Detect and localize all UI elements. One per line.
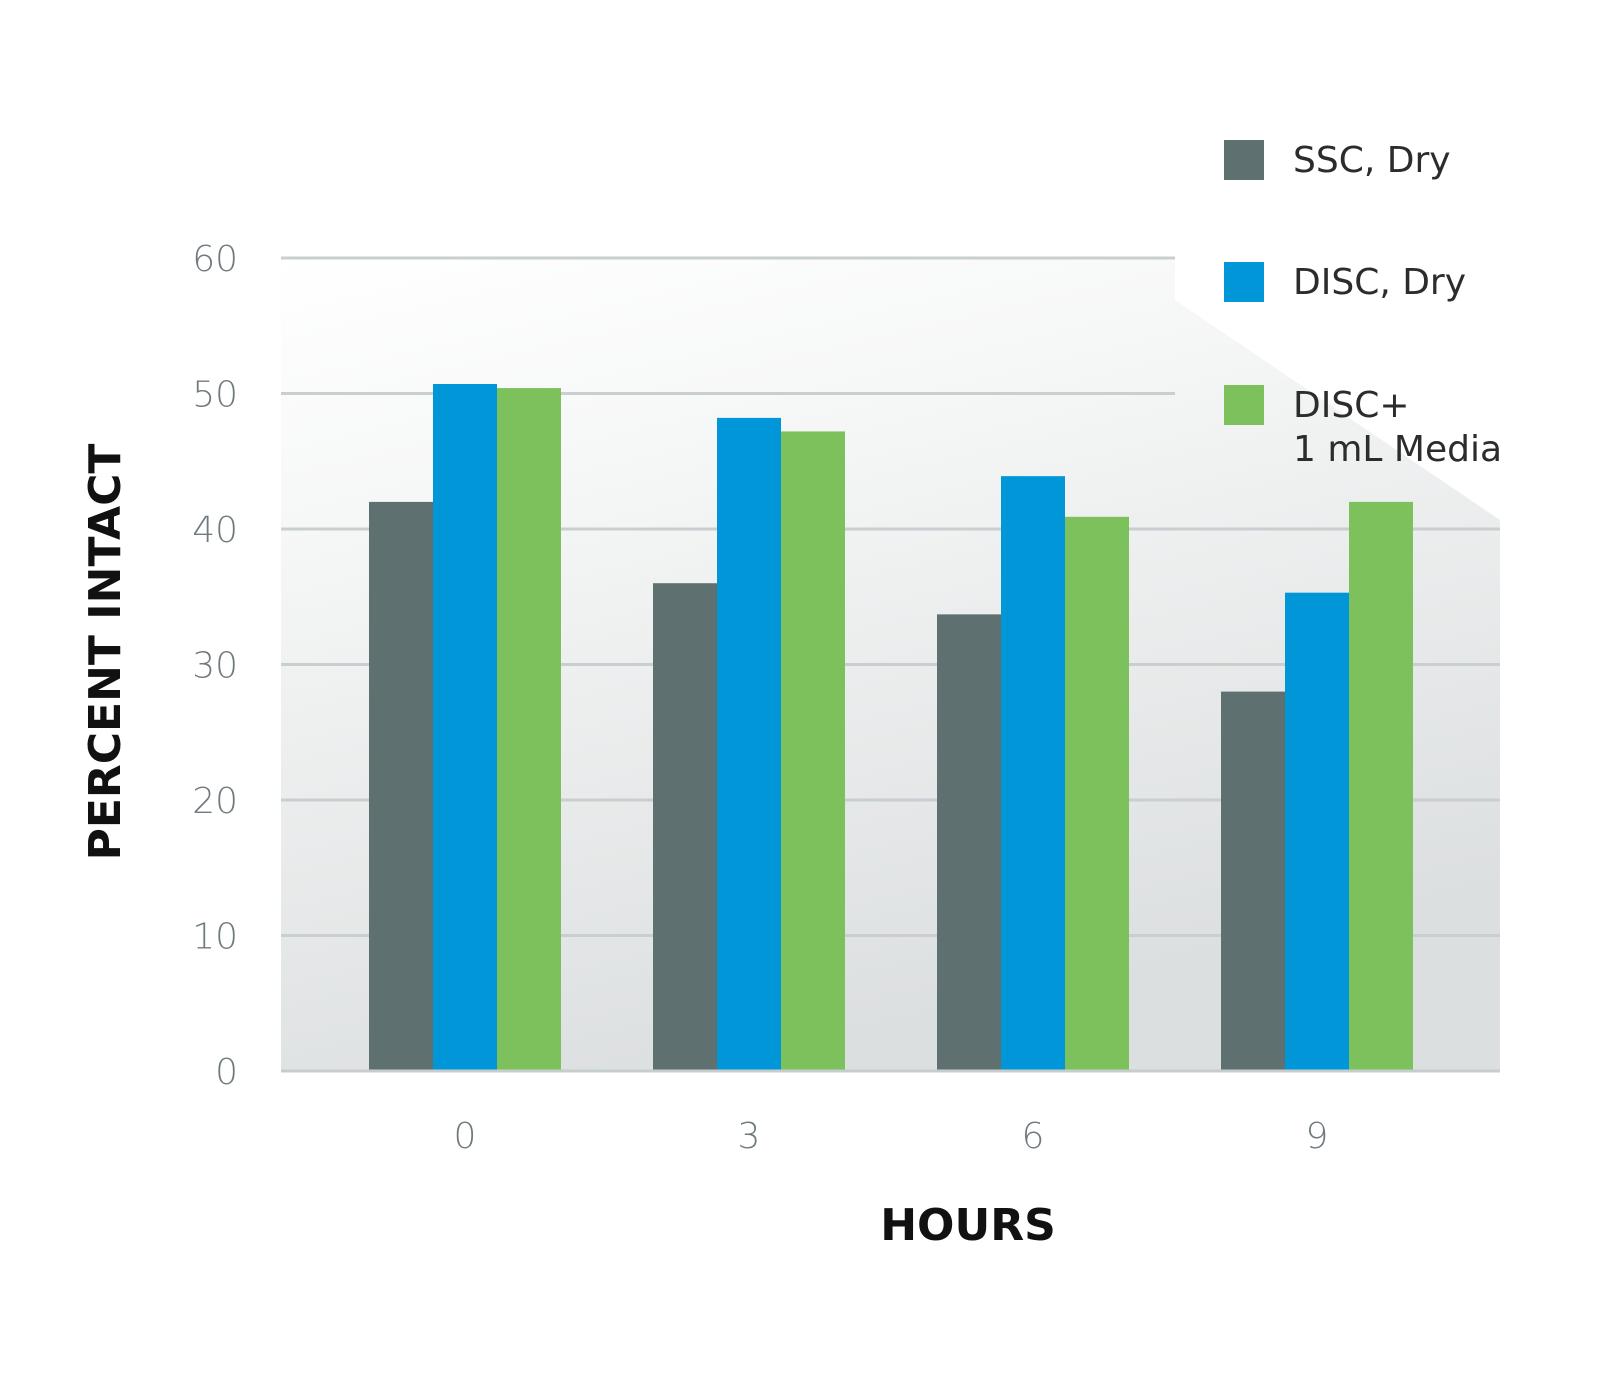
y-tick-label: 10 [192, 917, 238, 958]
legend-swatch [1224, 385, 1264, 425]
bar [1065, 516, 1129, 1071]
bar [433, 384, 497, 1071]
y-tick-label: 50 [192, 375, 238, 416]
legend-label: SSC, Dry [1293, 140, 1451, 181]
y-tick-label: 40 [192, 510, 238, 551]
y-tick-label: 0 [215, 1052, 238, 1093]
x-tick-label: 6 [1022, 1116, 1045, 1157]
x-tick-labels: 0 3 6 9 [454, 1116, 1329, 1157]
x-tick-label: 9 [1306, 1116, 1329, 1157]
y-tick-label: 20 [192, 781, 238, 822]
x-tick-label: 0 [454, 1116, 477, 1157]
bar [937, 614, 1001, 1071]
bar [717, 417, 781, 1071]
bar [1349, 501, 1413, 1071]
bar [1221, 691, 1285, 1071]
bar [1285, 592, 1349, 1071]
y-tick-labels: 0 10 20 30 40 50 60 [192, 239, 238, 1093]
bar [781, 431, 845, 1071]
y-tick-label: 60 [192, 239, 238, 280]
bars [369, 384, 1413, 1072]
x-axis-title: HOURS [880, 1200, 1056, 1251]
bar [1001, 476, 1065, 1071]
bar [369, 501, 433, 1071]
legend: SSC, Dry DISC, Dry DISC+1 mL Media [1224, 140, 1502, 470]
legend-swatch [1224, 262, 1264, 302]
legend-label: DISC, Dry [1293, 262, 1466, 303]
bar [497, 388, 561, 1072]
y-tick-label: 30 [192, 646, 238, 687]
x-tick-label: 3 [738, 1116, 761, 1157]
legend-swatch [1224, 140, 1264, 180]
bar [653, 583, 717, 1071]
y-axis-title: PERCENT INTACT [80, 444, 131, 861]
legend-label: 1 mL Media [1293, 429, 1502, 470]
legend-label: DISC+ [1293, 385, 1410, 426]
